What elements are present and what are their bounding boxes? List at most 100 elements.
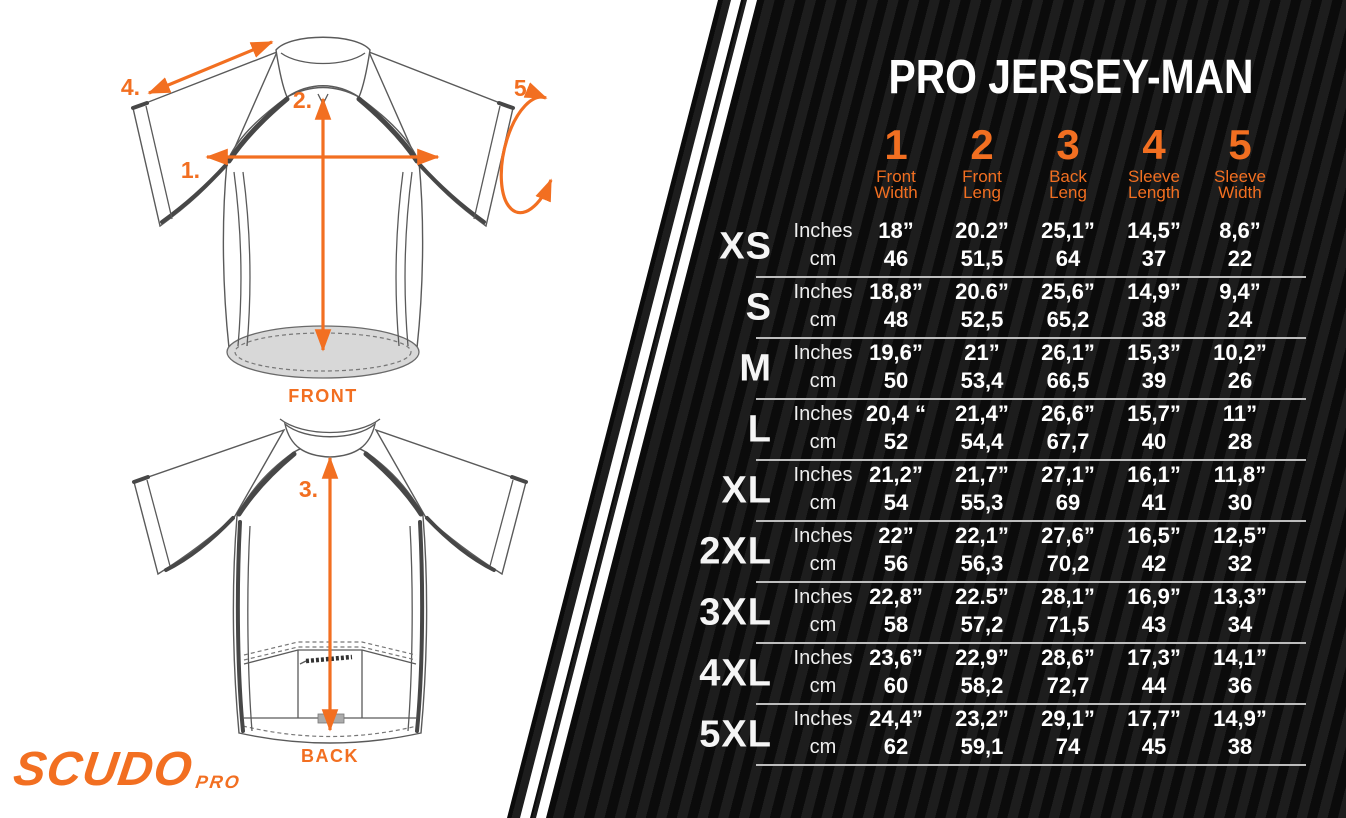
value-inches: 27,1” [1041,462,1095,487]
value-cm: 60 [883,673,909,698]
value-inches: 10,2” [1213,340,1267,365]
value-inches: 22” [878,523,914,548]
unit-label-inches: Inches [793,647,853,669]
size-row-XS: XS Inches cm 18” 20.2” 25,1” 14,5” 8,6” 46 51,5 64… [660,216,1310,278]
value-inches: 22,9” [955,645,1009,670]
value-inches: 14,9” [1213,706,1267,731]
column-number: 2 [970,121,994,168]
row-divider [756,642,1306,644]
value-inches: 28,1” [1041,584,1095,609]
value-cm: 34 [1227,612,1253,637]
column-label-line2: Width [1218,183,1262,202]
value-cm: 36 [1227,673,1253,698]
value-cm: 58 [883,612,909,637]
column-label: Sleeve Width [1197,168,1283,202]
value-cm: 42 [1141,551,1167,576]
back-view-label: BACK [301,746,359,766]
unit-label-cm: cm [809,370,837,392]
row-divider [756,276,1306,278]
row-divider [756,398,1306,400]
value-inches: 19,6” [869,340,923,365]
column-label-line2: Leng [1049,183,1087,202]
value-inches: 22,8” [869,584,923,609]
value-inches: 25,1” [1041,218,1095,243]
value-cm: 65,2 [1046,307,1090,332]
value-cm: 62 [883,734,909,759]
value-inches: 20.6” [955,279,1009,304]
value-cm: 66,5 [1046,368,1090,393]
size-row-4XL: 4XL Inches cm 23,6” 22,9” 28,6” 17,3” 14,1” 60 58… [660,643,1310,705]
column-header-4: 4 Sleeve Length [1111,121,1197,202]
column-header-3: 3 Back Leng [1025,121,1111,202]
front-jersey-drawing: 1. 2. 4. 5. FRONT [121,36,553,406]
column-label-line1: Back [1049,167,1087,186]
column-label: Front Width [853,167,939,201]
size-row-2XL: 2XL Inches cm 22” 22,1” 27,6” 16,5” 12,5” 56 56,3… [660,521,1310,583]
size-label: L [747,408,772,450]
column-label-line2: Leng [963,183,1001,202]
value-cm: 56,3 [960,551,1004,576]
value-cm: 64 [1055,246,1081,271]
column-number: 4 [1142,121,1166,168]
value-cm: 46 [883,246,909,271]
marker-label-4: 4. [121,74,140,100]
value-cm: 38 [1227,734,1253,759]
size-row-M: M Inches cm 19,6” 21” 26,1” 15,3” 10,2” 50 53,4 66… [660,338,1310,400]
size-row-S: S Inches cm 18,8” 20.6” 25,6” 14,9” 9,4” 48 52,5 6… [660,277,1310,339]
unit-label-inches: Inches [793,586,853,608]
value-inches: 11” [1222,401,1258,426]
value-cm: 74 [1055,734,1081,759]
row-divider [756,581,1306,583]
back-jersey-drawing: 3. BACK [132,418,528,766]
value-cm: 38 [1141,307,1167,332]
value-cm: 37 [1141,246,1167,271]
column-label: Sleeve Length [1111,167,1197,201]
unit-label-inches: Inches [793,281,853,303]
value-inches: 26,6” [1041,401,1095,426]
value-inches: 24,4” [869,706,923,731]
value-inches: 14,1” [1213,645,1267,670]
row-divider [756,764,1306,766]
value-cm: 24 [1227,307,1253,332]
value-inches: 11,8” [1213,462,1267,487]
value-cm: 69 [1055,490,1081,515]
column-header-2: 2 Front Leng [939,121,1025,202]
unit-label-cm: cm [809,614,837,636]
unit-label-inches: Inches [793,708,853,730]
value-cm: 67,7 [1046,429,1090,454]
value-inches: 18” [878,218,914,243]
value-cm: 50 [883,368,909,393]
value-inches: 21,7” [955,462,1009,487]
measure-arrow-4-sleeve-length [147,40,274,95]
value-inches: 17,3” [1127,645,1181,670]
value-inches: 22,1” [955,523,1009,548]
value-cm: 40 [1141,429,1167,454]
value-inches: 18,8” [869,279,923,304]
column-header-5: 5 Sleeve Width [1197,124,1283,202]
marker-label-3: 3. [299,476,318,502]
column-label-line1: Sleeve [1128,167,1180,186]
column-label: Front Leng [939,168,1025,202]
column-number: 3 [1056,121,1080,168]
value-cm: 71,5 [1046,612,1090,637]
column-label-line1: Front [876,167,916,186]
value-inches: 27,6” [1041,523,1095,548]
brand-logo: SCUDO PRO [10,743,246,796]
value-inches: 23,6” [869,645,923,670]
row-divider [756,337,1306,339]
value-cm: 26 [1227,368,1253,393]
value-cm: 52,5 [960,307,1004,332]
size-row-3XL: 3XL Inches cm 22,8” 22.5” 28,1” 16,9” 13,3” 58 57… [660,582,1310,644]
value-cm: 56 [883,551,909,576]
size-rows: XS Inches cm 18” 20.2” 25,1” 14,5” 8,6” 46 51,5 64… [660,216,1310,766]
column-label: Back Leng [1025,167,1111,202]
jersey-measurement-diagram: 1. 2. 4. 5. FRONT [121,36,553,766]
value-inches: 16,9” [1127,584,1181,609]
value-inches: 28,6” [1041,645,1095,670]
brand-logo-sub-text: PRO [194,772,243,792]
size-label: S [745,286,772,328]
size-row-XL: XL Inches cm 21,2” 21,7” 27,1” 16,1” 11,8” 54 55,… [660,460,1310,522]
size-label: 3XL [699,591,772,633]
value-inches: 17,7” [1127,706,1181,731]
